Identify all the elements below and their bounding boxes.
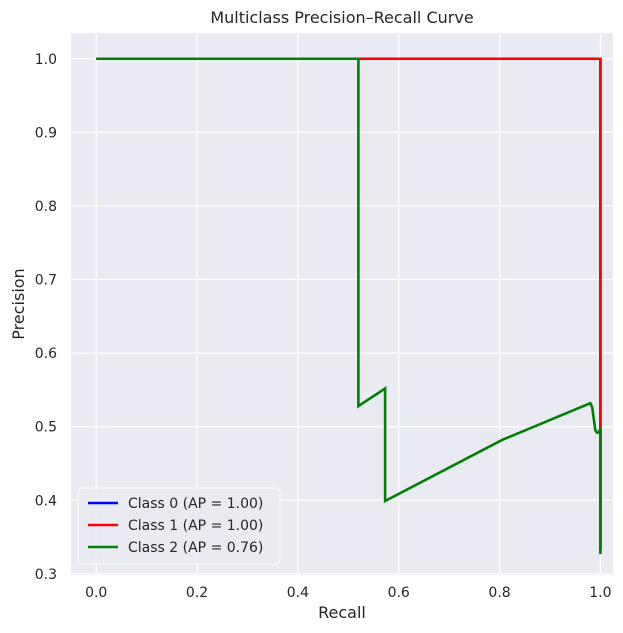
legend: Class 0 (AP = 1.00) Class 1 (AP = 1.00) Cl…	[77, 487, 281, 565]
y-tick-label: 1.0	[35, 52, 57, 68]
y-tick-label: 0.5	[35, 420, 57, 436]
plot-area	[71, 33, 613, 575]
legend-label: Class 2 (AP = 0.76)	[128, 540, 263, 556]
y-tick-label: 0.7	[35, 273, 57, 289]
x-tick-label: 0.6	[388, 585, 410, 601]
y-tick-label: 0.9	[35, 125, 57, 141]
legend-box	[77, 487, 281, 565]
x-tick-label: 0.8	[488, 585, 510, 601]
x-tick-label: 0.0	[85, 585, 107, 601]
series-line-class-2	[96, 57, 602, 555]
legend-label: Class 1 (AP = 1.00)	[128, 518, 263, 534]
x-tick-label: 0.4	[287, 585, 309, 601]
x-axis-label: Recall	[318, 603, 366, 622]
legend-label: Class 0 (AP = 1.00)	[128, 496, 263, 512]
y-tick-label: 0.6	[35, 346, 57, 362]
x-tick-labels: 0.0 0.2 0.4 0.6 0.8 1.0	[85, 585, 611, 601]
y-tick-label: 0.3	[35, 567, 57, 583]
series-lines	[96, 57, 602, 555]
y-tick-label: 0.8	[35, 199, 57, 215]
chart-title: Multiclass Precision–Recall Curve	[210, 8, 473, 27]
y-tick-label: 0.4	[35, 493, 57, 509]
x-tick-label: 1.0	[589, 585, 611, 601]
x-tick-label: 0.2	[186, 585, 208, 601]
y-tick-labels: 0.3 0.4 0.5 0.6 0.7 0.8 0.9 1.0	[35, 52, 57, 583]
y-axis-label: Precision	[9, 268, 28, 339]
